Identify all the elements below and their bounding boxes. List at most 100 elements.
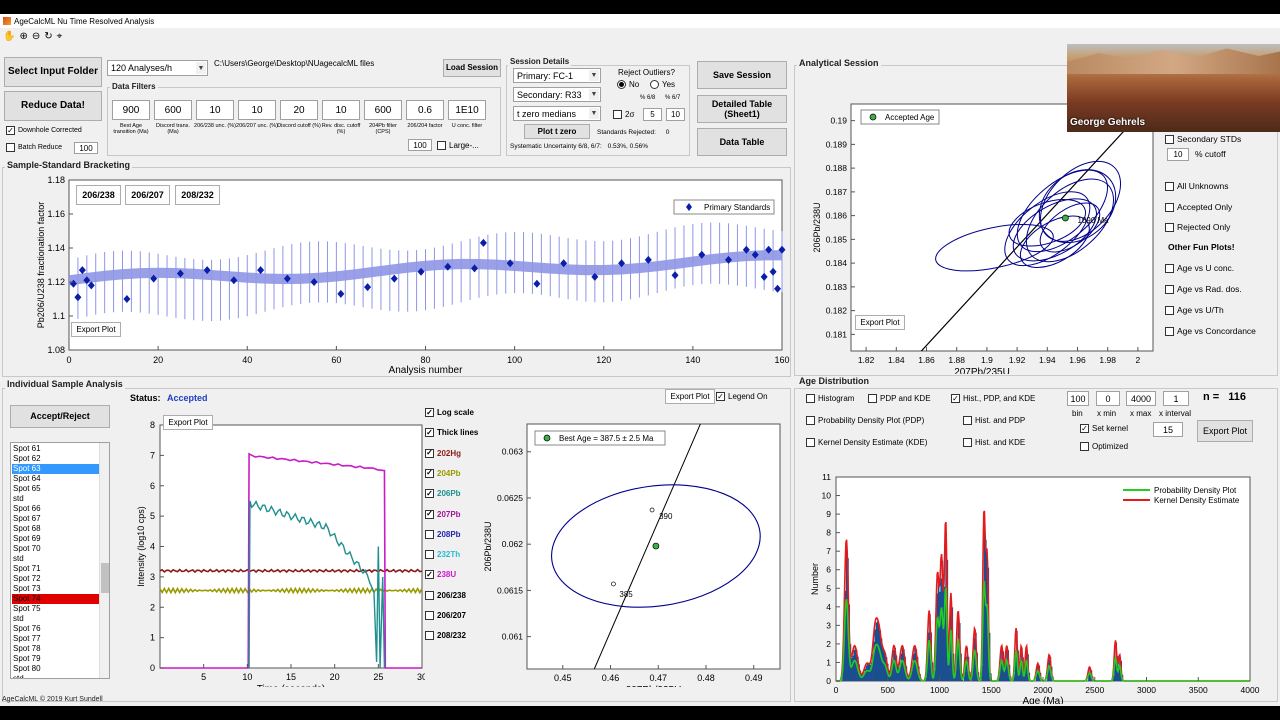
cutoff-input[interactable]: 10 [1167,148,1189,161]
optimized-checkbox[interactable]: Optimized [1080,442,1128,451]
path-field[interactable]: C:\Users\George\Desktop\NUagecalcML file… [214,59,375,68]
option-checkbox[interactable]: Rejected Only [1165,222,1230,232]
option-checkbox[interactable]: Accepted Only [1165,202,1232,212]
list-item[interactable]: std [13,554,24,563]
detailed-table-button[interactable]: Detailed Table (Sheet1) [697,95,787,123]
filter-input[interactable]: 0.6 [406,100,444,120]
list-item[interactable]: Spot 61 [13,444,41,453]
save-session-button[interactable]: Save Session [697,61,787,89]
filter-input[interactable]: 20 [280,100,318,120]
filter-input[interactable]: 10 [322,100,360,120]
channel-checkbox[interactable]: ✓ 238U [425,570,456,580]
filter-input[interactable]: 1E10 [448,100,486,120]
option-checkbox[interactable]: All Unknowns [1165,181,1229,191]
list-item[interactable]: Spot 67 [13,514,41,523]
channel-checkbox[interactable]: ✓ Log scale [425,408,474,417]
xmin-input[interactable]: 0 [1096,391,1120,406]
zoom-out-icon[interactable]: ⊖ [31,30,41,42]
outlier-67-input[interactable]: 10 [666,108,685,121]
histogram-checkbox[interactable]: Histogram [806,394,854,403]
channel-checkbox[interactable]: 208/232 [425,631,466,641]
list-item[interactable]: std [13,494,24,503]
list-item[interactable]: Spot 63 [12,464,99,474]
filter-input[interactable]: 600 [154,100,192,120]
scroll-thumb[interactable] [101,563,109,593]
list-item[interactable]: std [13,674,24,679]
primary-select[interactable]: Primary: FC-1 ▼ [513,68,601,83]
filter-input[interactable]: 10 [238,100,276,120]
channel-checkbox[interactable]: ✓ 204Pb [425,468,461,478]
spot-list-scrollbar[interactable] [99,443,109,678]
spot-list[interactable]: Spot 61 Spot 62 Spot 63 Spot 64 Spot 65 std Sp… [10,442,110,679]
list-item[interactable]: Spot 72 [13,574,41,583]
analyses-rate-select[interactable]: 120 Analyses/h ▼ [107,60,208,76]
option-checkbox[interactable]: Age vs U/Th [1165,305,1224,315]
list-item[interactable]: Spot 73 [13,584,41,593]
list-item[interactable]: Spot 76 [13,624,41,633]
hand-icon[interactable]: ✋ [3,30,16,42]
distribution-export-button[interactable]: Export Plot [1197,420,1253,442]
option-checkbox[interactable]: Age vs Rad. dos. [1165,284,1242,294]
downhole-checkbox[interactable]: ✓ Downhole Corrected [6,125,82,135]
list-item[interactable]: Spot 80 [13,664,41,673]
bin-input[interactable]: 100 [1067,391,1089,406]
filter-input[interactable]: 900 [112,100,150,120]
reject-no-radio[interactable]: No [617,80,639,89]
set-kernel-checkbox[interactable]: ✓ Set kernel [1080,423,1129,433]
list-item[interactable]: Spot 64 [13,474,41,483]
secondary-select[interactable]: Secondary: R33 ▼ [513,87,601,102]
concordia-export-button[interactable]: Export Plot [665,389,715,404]
list-item[interactable]: Spot 79 [13,654,41,663]
hist-pdp-checkbox[interactable]: Hist. and PDP [963,416,1025,425]
filter-input[interactable]: 10 [196,100,234,120]
option-checkbox[interactable]: Age vs Concordance [1165,326,1256,336]
kde-checkbox[interactable]: Kernel Density Estimate (KDE) [806,438,927,447]
bracketing-export-button[interactable]: Export Plot [71,322,121,337]
list-item[interactable]: Spot 68 [13,524,41,533]
plot-tzero-button[interactable]: Plot t zero [524,124,590,139]
reject-yes-radio[interactable]: Yes [650,80,675,89]
option-checkbox[interactable]: Age vs U conc. [1165,263,1234,273]
xint-input[interactable]: 1 [1163,391,1189,406]
tab-206-238[interactable]: 206/238 [76,185,121,205]
kernel-input[interactable]: 15 [1153,422,1183,437]
select-input-folder-button[interactable]: Select Input Folder [4,57,102,87]
zoom-in-icon[interactable]: ⊕ [19,30,28,42]
channel-checkbox[interactable]: ✓ Thick lines [425,428,478,438]
pdp-checkbox[interactable]: Probability Density Plot (PDP) [806,416,924,425]
channel-checkbox[interactable]: 206/207 [425,611,466,620]
list-item[interactable]: Spot 66 [13,504,41,513]
reduce-data-button[interactable]: Reduce Data! [4,91,102,121]
legend-on-checkbox[interactable]: ✓ Legend On [716,391,768,401]
list-item[interactable]: Spot 77 [13,634,41,643]
analytical-export-button[interactable]: Export Plot [855,315,905,330]
list-item[interactable]: Spot 74 [12,594,99,604]
tzero-select[interactable]: t zero medians ▼ [513,106,601,121]
data-table-button[interactable]: Data Table [697,128,787,156]
filter-input[interactable]: 600 [364,100,402,120]
large-input[interactable]: 100 [408,139,432,151]
list-item[interactable]: Spot 65 [13,484,41,493]
load-session-button[interactable]: Load Session [443,59,501,77]
outlier-68-input[interactable]: 5 [643,108,662,121]
hist-kde-checkbox[interactable]: Hist. and KDE [963,438,1025,447]
tab-206-207[interactable]: 206/207 [125,185,170,205]
channel-checkbox[interactable]: 206/238 [425,590,466,600]
list-item[interactable]: std [13,614,24,623]
intensity-export-button[interactable]: Export Plot [163,415,213,430]
hist-pdp-kde-checkbox[interactable]: ✓ Hist., PDP, and KDE [951,393,1036,403]
xmax-input[interactable]: 4000 [1126,391,1156,406]
option-checkbox[interactable]: Secondary STDs [1165,134,1241,144]
list-item[interactable]: Spot 70 [13,544,41,553]
channel-checkbox[interactable]: ✓ 202Hg [425,448,461,458]
channel-checkbox[interactable]: 208Pb [425,529,461,539]
channel-checkbox[interactable]: 232Th [425,550,460,560]
list-item[interactable]: Spot 75 [13,604,41,613]
accept-reject-button[interactable]: Accept/Reject [10,405,110,428]
list-item[interactable]: Spot 62 [13,454,41,463]
channel-checkbox[interactable]: ✓ 207Pb [425,509,461,519]
batch-input[interactable]: 100 [74,142,98,154]
datatip-icon[interactable]: ⌖ [56,30,63,42]
two-sigma-checkbox[interactable]: 2σ [613,110,634,119]
list-item[interactable]: Spot 69 [13,534,41,543]
